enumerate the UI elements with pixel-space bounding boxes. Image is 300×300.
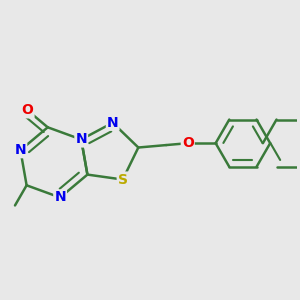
Text: S: S (118, 172, 128, 187)
Text: N: N (15, 143, 26, 157)
Text: O: O (22, 103, 34, 117)
Text: N: N (54, 190, 66, 205)
Text: N: N (107, 116, 118, 130)
Text: O: O (182, 136, 194, 150)
Text: N: N (75, 133, 87, 146)
